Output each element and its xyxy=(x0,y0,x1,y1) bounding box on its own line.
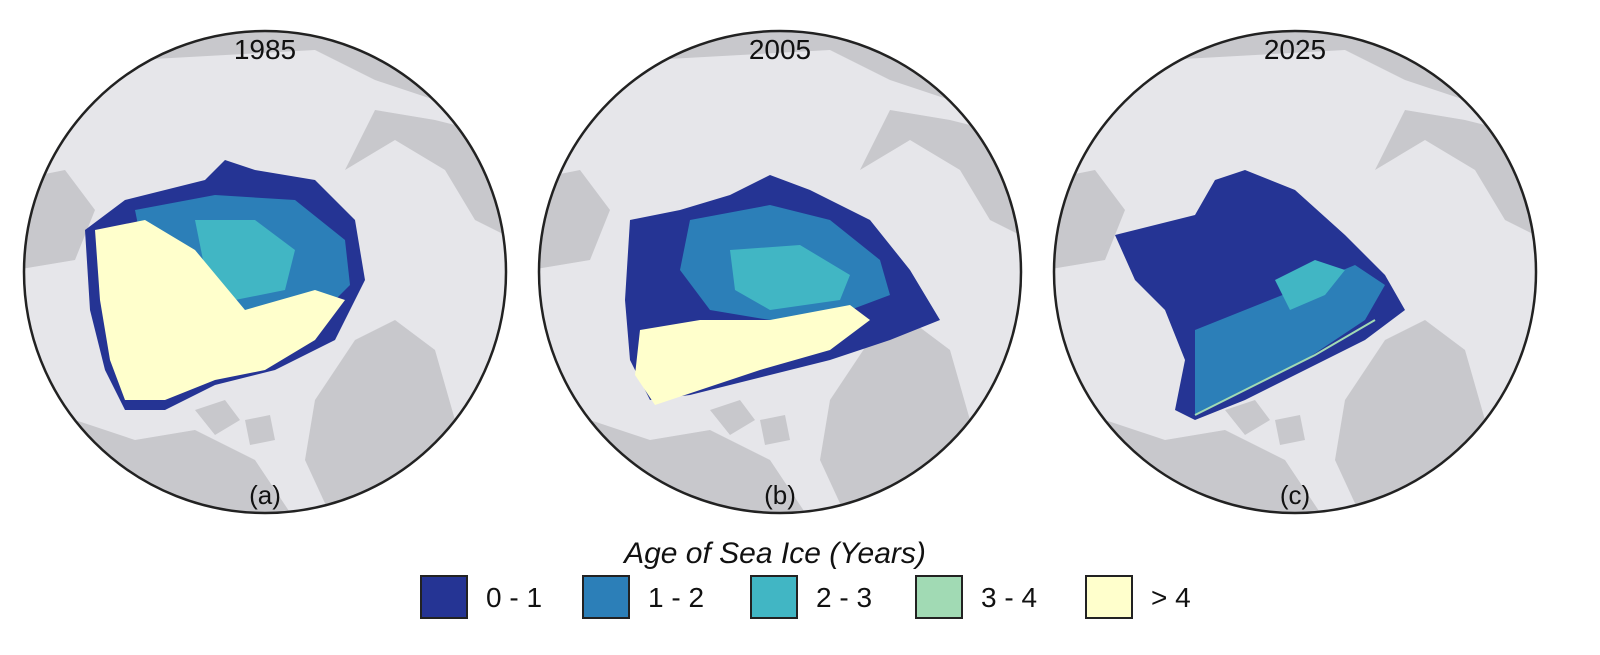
sea-ice-extent xyxy=(1115,170,1405,420)
legend-label: > 4 xyxy=(1151,582,1191,613)
globe-outline xyxy=(537,29,1023,515)
legend-label: 1 - 2 xyxy=(648,582,705,613)
sea-ice-extent xyxy=(625,175,940,405)
legend-swatch xyxy=(582,575,630,619)
year-label: 2025 xyxy=(1263,34,1327,65)
ice-2-3 xyxy=(1275,260,1345,310)
panel-label: (c) xyxy=(1279,480,1311,510)
arctic-map-2025 xyxy=(1052,29,1538,515)
ice-2-3 xyxy=(730,245,850,310)
land-islands xyxy=(1225,400,1305,445)
map-panel-1985: 1985 (a) xyxy=(15,20,515,525)
sea-ice-extent xyxy=(85,160,365,410)
legend-label: 2 - 3 xyxy=(816,582,873,613)
ice-over-4 xyxy=(635,305,870,405)
legend-label: 3 - 4 xyxy=(981,582,1038,613)
legend-label: 0 - 1 xyxy=(486,582,543,613)
year-label: 2005 xyxy=(748,34,812,65)
ice-3-4-rim xyxy=(1194,319,1376,416)
arctic-map-1985 xyxy=(22,29,508,515)
legend-swatch xyxy=(750,575,798,619)
map-panel-2025: 2025 (c) xyxy=(1045,20,1545,525)
land-islands xyxy=(195,400,275,445)
land-islands xyxy=(710,400,790,445)
panel-label: (b) xyxy=(764,480,796,510)
legend-swatch xyxy=(915,575,963,619)
globe-outline xyxy=(22,29,508,515)
arctic-map-2005 xyxy=(537,29,1023,515)
ice-1-2 xyxy=(1195,265,1385,415)
panel-label: (a) xyxy=(249,480,281,510)
ice-over-4 xyxy=(95,220,345,400)
globe-outline xyxy=(1052,29,1538,515)
ice-0-1 xyxy=(1115,170,1405,420)
legend: 0 - 1 1 - 2 2 - 3 3 - 4 > 4 xyxy=(420,575,1320,625)
map-panel-2005: 2005 (b) xyxy=(530,20,1030,525)
legend-swatch xyxy=(420,575,468,619)
legend-swatch xyxy=(1085,575,1133,619)
year-label: 1985 xyxy=(233,34,297,65)
legend-title: Age of Sea Ice (Years) xyxy=(624,537,926,570)
